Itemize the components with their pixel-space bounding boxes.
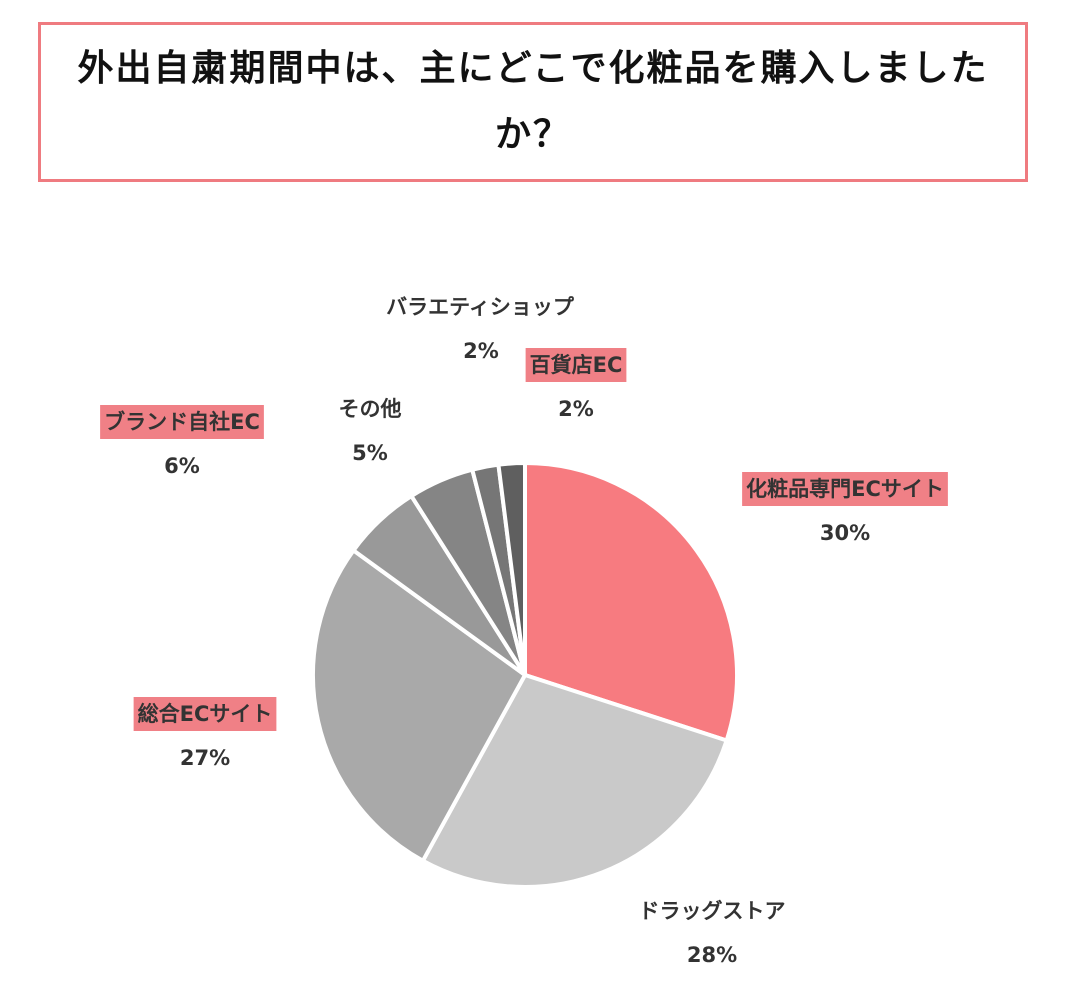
slice-label: バラエティショップ 2%: [386, 295, 575, 363]
slice-label: 百貨店EC 2%: [525, 348, 627, 421]
slice-value-label: 6%: [164, 454, 200, 478]
pie-slice: [496, 460, 527, 676]
slice-value-label: 28%: [687, 943, 737, 967]
label-highlight: [742, 472, 948, 506]
slice-label: ブランド自社EC 6%: [100, 405, 264, 478]
pie-slice: [523, 460, 739, 744]
title-box: 外出自粛期間中は、主にどこで化粧品を購入しましたか？: [38, 22, 1028, 182]
slice-value-label: 27%: [180, 746, 230, 770]
slice-value-label: 2%: [463, 339, 499, 363]
slice-category-label: 化粧品専門ECサイト: [746, 477, 944, 501]
chart-title: 外出自粛期間中は、主にどこで化粧品を購入しましたか？: [77, 48, 989, 155]
pie-slice: [420, 672, 730, 889]
slice-category-label: ドラッグストア: [639, 899, 786, 923]
slice-category-label: 総合ECサイト: [138, 702, 273, 726]
slice-value-label: 2%: [558, 397, 594, 421]
slice-category-label: 百貨店EC: [530, 353, 623, 377]
label-highlight: [525, 348, 627, 382]
slice-category-label: バラエティショップ: [386, 295, 575, 319]
slice-label: その他 5%: [339, 397, 402, 465]
slice-label: 化粧品専門ECサイト 30%: [742, 472, 948, 545]
slice-category-label: その他: [339, 397, 402, 421]
slice-value-label: 30%: [820, 521, 870, 545]
slice-category-label: ブランド自社EC: [104, 410, 260, 434]
slice-value-label: 5%: [352, 441, 388, 465]
slice-label: 総合ECサイト 27%: [133, 697, 277, 770]
label-highlight: [133, 697, 277, 731]
slice-label: ドラッグストア 28%: [639, 899, 786, 967]
pie-slice: [311, 547, 528, 864]
label-highlight: [100, 405, 264, 439]
